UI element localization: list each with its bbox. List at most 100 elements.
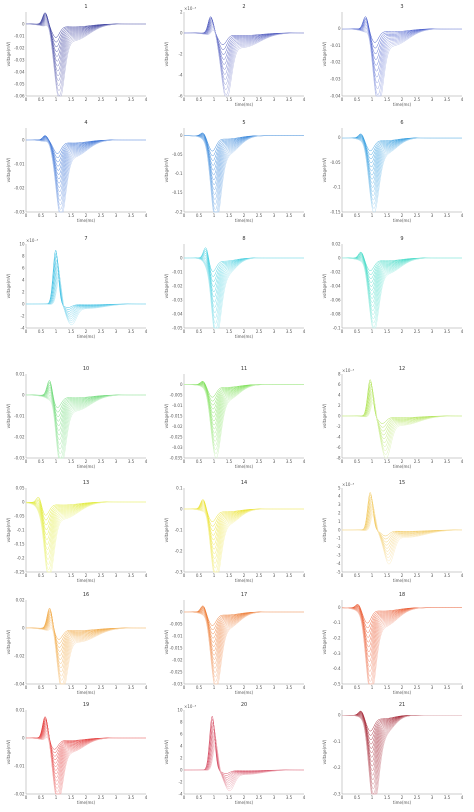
y-axis-label: voltage(mV) [322, 629, 327, 654]
x-tick-label: 4 [145, 685, 148, 690]
voltage-trace [184, 135, 304, 213]
voltage-trace [184, 257, 304, 313]
trace-bundle [183, 16, 305, 97]
voltage-trace [25, 23, 146, 96]
y-tick-label: -0.03 [14, 455, 25, 460]
voltage-trace [25, 737, 146, 795]
trace-bundle [183, 381, 304, 459]
y-tick-label: -0.04 [330, 283, 341, 288]
voltage-trace [341, 396, 463, 451]
voltage-trace [26, 255, 146, 312]
voltage-trace [342, 398, 462, 455]
x-tick-label: 0 [25, 795, 28, 800]
y-tick-label: -0.02 [330, 60, 341, 65]
voltage-trace [184, 611, 304, 685]
x-tick-label: 0.5 [196, 213, 203, 218]
x-tick-label: 2 [243, 573, 246, 578]
voltage-trace [341, 607, 462, 682]
x-tick-label: 1.5 [68, 329, 75, 334]
trace-bundle [25, 716, 146, 795]
chart-title: 1 [84, 4, 87, 10]
voltage-trace [183, 611, 304, 678]
x-tick-label: 1 [213, 329, 216, 334]
voltage-trace [26, 394, 146, 450]
voltage-trace [341, 607, 462, 685]
x-axis-label: time(ms) [393, 800, 412, 805]
x-tick-label: 1.5 [226, 459, 233, 464]
chart-title: 7 [84, 236, 87, 242]
voltage-trace [341, 715, 462, 780]
x-tick-label: 4 [303, 573, 306, 578]
y-tick-label: 0 [338, 527, 341, 532]
y-tick-label: 0 [338, 713, 341, 718]
x-tick-label: 1.5 [226, 573, 233, 578]
y-tick-label: -0.03 [14, 57, 25, 62]
chart-title: 11 [241, 366, 247, 372]
chart-svg: 9 0 0.5 1 1.5 2 2.5 3 3.5 4 0.02 0 -0.02 -0.04 -0.06 -0… [322, 236, 464, 334]
x-tick-label: 4 [303, 795, 306, 800]
x-axis-label: time(ms) [393, 102, 412, 107]
trace-bundle [183, 247, 304, 329]
x-tick-label: 2.5 [98, 213, 105, 218]
voltage-trace [184, 135, 304, 195]
chart-title: 6 [400, 120, 403, 126]
y-tick-label: 4 [338, 392, 341, 397]
x-tick-label: 0 [25, 97, 28, 102]
y-tick-label: -0.05 [172, 325, 183, 330]
x-tick-label: 3 [273, 795, 276, 800]
voltage-trace [183, 508, 304, 573]
x-tick-label: 3 [115, 329, 118, 334]
chart-svg: 16 0 0.5 1 1.5 2 2.5 3 3.5 4 0.02 0 -0.02 -0.04 time(m… [6, 592, 148, 695]
voltage-trace [342, 503, 462, 552]
x-tick-label: 1.5 [68, 213, 75, 218]
y-tick-label: -0.1 [333, 620, 341, 625]
axis-frame [183, 488, 304, 573]
voltage-trace [342, 715, 462, 790]
x-tick-label: 0 [341, 97, 344, 102]
voltage-trace [184, 507, 304, 559]
voltage-trace [342, 390, 462, 443]
voltage-trace [26, 271, 146, 322]
y-axis-label: voltage(mV) [6, 739, 11, 764]
y-tick-label: 0 [180, 382, 183, 387]
voltage-trace [184, 25, 304, 85]
x-tick-label: 1 [371, 573, 374, 578]
voltage-trace [342, 715, 462, 795]
voltage-trace [342, 137, 462, 184]
voltage-trace [183, 135, 304, 213]
y-tick-label: -2 [179, 51, 183, 56]
y-tick-label: 0.02 [332, 241, 341, 246]
x-axis-label: time(ms) [235, 102, 254, 107]
y-tick-label: 0 [338, 605, 341, 610]
chart-svg: 8 0 0.5 1 1.5 2 2.5 3 3.5 4 0 -0.01 -0.02 -0.03 -0.04 -… [164, 236, 306, 339]
chart-svg: 3 0 0.5 1 1.5 2 2.5 3 3.5 4 0 -0.01 -0.02 -0.03 -0.04 t… [322, 4, 464, 107]
y-axis-label: voltage(mV) [164, 739, 169, 764]
x-tick-label: 0.5 [196, 685, 203, 690]
voltage-trace [341, 607, 462, 685]
voltage-trace [341, 257, 462, 316]
y-tick-label: -0.03 [172, 681, 183, 686]
y-tick-label: 8 [180, 719, 183, 724]
y-tick-label: 0.05 [16, 485, 25, 490]
y-axis-label: voltage(mV) [164, 157, 169, 182]
voltage-trace [25, 626, 147, 685]
voltage-trace [25, 618, 146, 669]
x-tick-label: 2 [85, 213, 88, 218]
voltage-trace [342, 715, 462, 771]
x-tick-label: 2.5 [256, 459, 263, 464]
y-tick-label: -0.1 [175, 527, 183, 532]
x-tick-label: 2 [401, 685, 404, 690]
voltage-trace [341, 508, 462, 558]
voltage-trace [183, 734, 304, 786]
voltage-trace [25, 394, 146, 455]
voltage-trace [184, 135, 304, 190]
x-tick-label: 3.5 [286, 795, 293, 800]
y-axis-label: voltage(mV) [322, 41, 327, 66]
x-tick-label: 0.5 [38, 795, 45, 800]
y-tick-label: 4 [22, 277, 25, 282]
voltage-trace [183, 135, 304, 185]
y-tick-label: 1 [338, 519, 341, 524]
y-tick-label: -0.015 [170, 413, 183, 418]
y-tick-label: 0 [22, 301, 25, 306]
chart-svg: 6 0 0.5 1 1.5 2 2.5 3 3.5 4 0 -0.05 -0.1 -0.15 time(ms… [322, 120, 464, 223]
